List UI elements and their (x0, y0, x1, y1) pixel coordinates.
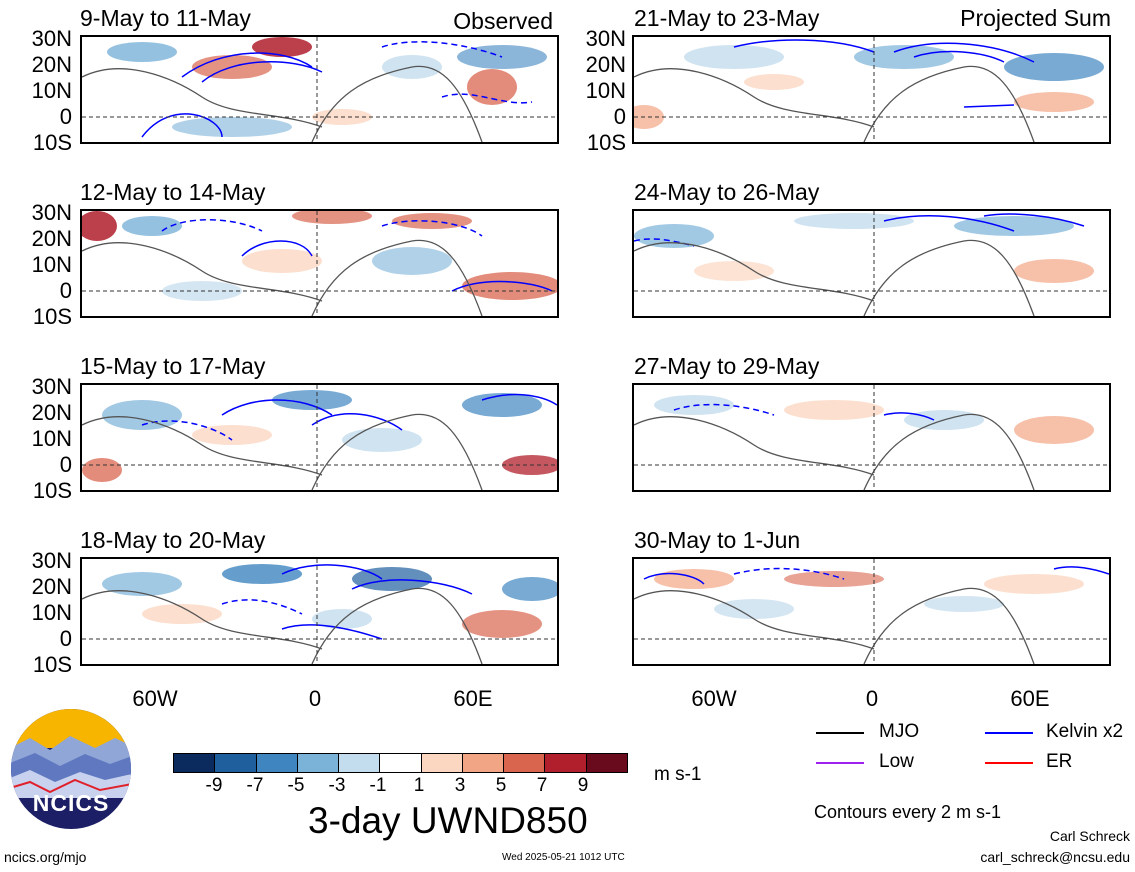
lat-label: 10N (31, 252, 72, 277)
footer-email[interactable]: carl_schreck@ncsu.edu (980, 849, 1130, 865)
colorbar-label: 5 (495, 775, 507, 796)
lat-label: 10S (32, 130, 72, 155)
lat-label: 30N (31, 374, 72, 399)
lat-label: 0 (613, 104, 626, 129)
lat-label: 0 (59, 104, 72, 129)
colorbar-label: 1 (413, 775, 425, 796)
lat-label: 30N (585, 26, 626, 51)
wind-anomaly-map (82, 37, 557, 142)
lat-label: 20N (31, 226, 72, 251)
logo-text: NCICS (32, 790, 110, 816)
panel-title: 18-May to 20-May (80, 527, 266, 553)
map-field (80, 557, 559, 666)
lon-label: 60W (132, 686, 178, 711)
colorbar-label: 3 (454, 775, 466, 796)
map-field (632, 209, 1111, 318)
lat-label: 10S (32, 478, 72, 503)
colorbar-label: -1 (369, 775, 387, 796)
footer-author: Carl Schreck (1049, 828, 1130, 844)
wind-anomaly-map (634, 37, 1109, 142)
legend-swatch (985, 732, 1033, 734)
panel-title: 27-May to 29-May (634, 353, 820, 379)
legend-swatch (816, 762, 864, 764)
panel-title: 12-May to 14-May (80, 179, 266, 205)
panel-title: 30-May to 1-Jun (634, 527, 801, 553)
legend-label: Low (879, 751, 914, 772)
colorbar-swatch (339, 754, 381, 772)
lat-label: 10N (585, 78, 626, 103)
legend-label: MJO (879, 721, 920, 742)
lon-label: 60E (1010, 686, 1050, 711)
logo-emblem (11, 709, 131, 829)
colorbar-swatch (380, 754, 422, 772)
colorbar-swatch (586, 754, 627, 772)
lat-label: 10N (31, 426, 72, 451)
contour-note: Contours every 2 m s-1 (814, 802, 1002, 822)
legend-swatch (985, 762, 1033, 764)
wind-anomaly-map (634, 559, 1109, 664)
panel-title: 21-May to 23-May (634, 5, 820, 31)
colorbar-swatch (462, 754, 505, 772)
map-field (80, 383, 559, 492)
colorbar-swatch (504, 754, 546, 772)
ncics-logo: NCICS (10, 708, 132, 830)
colorbar-units: m s-1 (654, 764, 702, 785)
colorbar-label: 9 (577, 775, 589, 796)
panel-tag: Projected Sum (960, 5, 1111, 31)
colorbar-swatch (297, 754, 340, 772)
colorbar-label: -9 (205, 775, 223, 796)
lat-label: 10S (32, 304, 72, 329)
colorbar-swatch (421, 754, 463, 772)
lat-label: 0 (59, 452, 72, 477)
lat-label: 20N (31, 400, 72, 425)
lat-label: 30N (31, 548, 72, 573)
map-field (632, 383, 1111, 492)
lon-label: 0 (865, 686, 879, 711)
lat-label: 30N (31, 200, 72, 225)
map-field (632, 557, 1111, 666)
lon-label: 60W (691, 686, 737, 711)
panel-title: 15-May to 17-May (80, 353, 266, 379)
lon-label: 60E (453, 686, 493, 711)
legend-label: Kelvin x2 (1046, 721, 1124, 742)
footer-url[interactable]: ncics.org/mjo (4, 849, 87, 865)
lat-label: 10N (31, 600, 72, 625)
colorbar-swatch (215, 754, 257, 772)
lat-label: 0 (59, 626, 72, 651)
lat-label: 30N (31, 26, 72, 51)
colorbar-label: -5 (287, 775, 305, 796)
figure-title: 3-day UWND850 (308, 800, 588, 841)
colorbar-label: -7 (246, 775, 264, 796)
colorbar-swatch (545, 754, 587, 772)
wind-anomaly-map (634, 385, 1109, 490)
colorbar (173, 753, 628, 773)
wind-anomaly-map (634, 211, 1109, 316)
wind-anomaly-map (82, 385, 557, 490)
colorbar-label: 7 (536, 775, 548, 796)
lat-label: 20N (31, 574, 72, 599)
lat-label: 10S (586, 130, 626, 155)
lon-label: 0 (308, 686, 322, 711)
lat-label: 0 (59, 278, 72, 303)
colorbar-swatch (174, 754, 216, 772)
lat-label: 10S (32, 652, 72, 677)
lat-label: 10N (31, 78, 72, 103)
footer-timestamp: Wed 2025-05-21 1012 UTC (502, 852, 625, 863)
lat-label: 20N (585, 52, 626, 77)
wind-anomaly-map (82, 559, 557, 664)
colorbar-swatch (256, 754, 298, 772)
panel-title: 9-May to 11-May (80, 5, 251, 31)
legend-swatch (816, 732, 864, 734)
colorbar-label: -3 (328, 775, 346, 796)
map-field (80, 209, 559, 318)
map-field (632, 35, 1111, 144)
map-field (80, 35, 559, 144)
legend-label: ER (1046, 751, 1073, 772)
lat-label: 20N (31, 52, 72, 77)
wind-anomaly-map (82, 211, 557, 316)
panel-title: 24-May to 26-May (634, 179, 820, 205)
panel-tag: Observed (453, 8, 553, 34)
